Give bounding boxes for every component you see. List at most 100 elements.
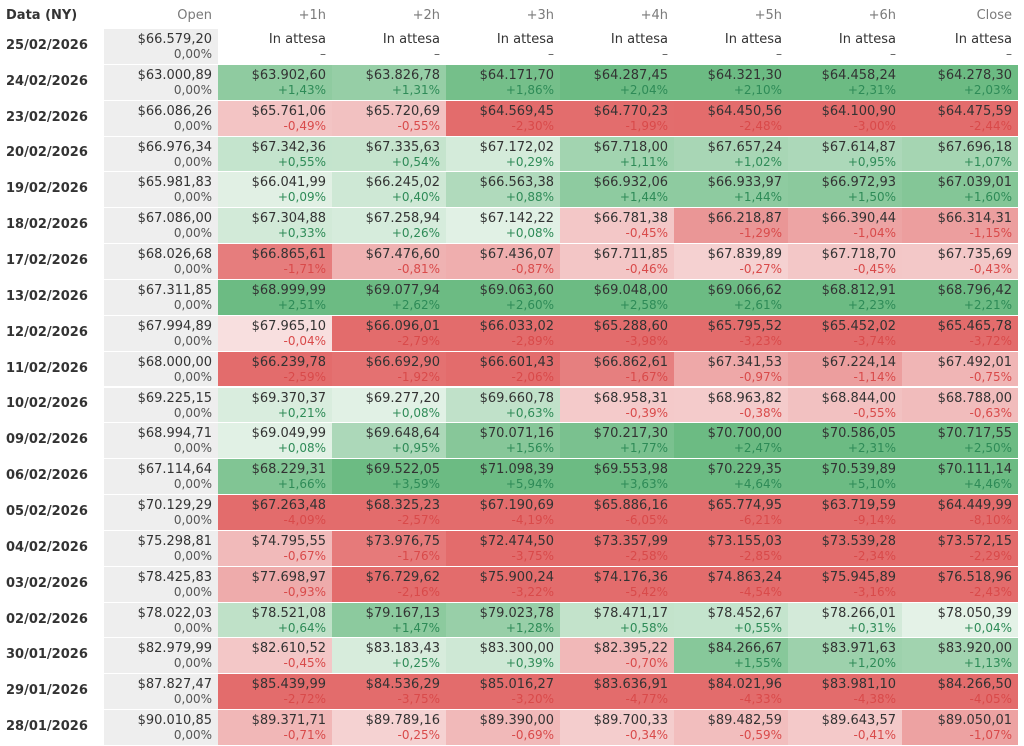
hour-cell: $67.436,07 -0,87%: [446, 244, 560, 279]
cell-price: $68.844,00: [821, 390, 896, 406]
row-date: 10/02/2026: [6, 396, 88, 412]
cell-change: +1,47%: [391, 620, 440, 635]
cell-change: +0,26%: [391, 226, 440, 241]
cell-price: $67.263,48: [251, 498, 326, 514]
cell-change: -6,05%: [625, 513, 668, 528]
hour-cell: $63.719,59 -9,14%: [788, 495, 902, 530]
hour-cell: $69.048,00 +2,58%: [560, 279, 674, 315]
table-row: 04/02/2026 $75.298,81 0,00% $74.795,55 -0,67…: [0, 530, 1024, 566]
cell-change: +1,86%: [505, 82, 554, 97]
cell-price: $65.981,83: [137, 175, 212, 191]
cell-price: $69.522,05: [365, 462, 440, 478]
table-row: 06/02/2026 $67.114,64 0,00% $68.229,31 +1,66…: [0, 458, 1024, 495]
cell-price: $70.700,00: [707, 426, 782, 442]
cell-price: $67.172,02: [479, 139, 554, 155]
open-cell: $66.976,34 0,00%: [104, 136, 218, 172]
cell-price: $69.225,15: [137, 390, 212, 406]
hour-cell: $64.100,90 -3,00%: [788, 100, 902, 136]
cell-change: -9,14%: [853, 513, 896, 528]
cell-change: 0,00%: [173, 226, 212, 241]
cell-price: $89.789,16: [365, 713, 440, 729]
cell-price: $70.229,35: [707, 462, 782, 478]
hour-cell: $66.862,61 -1,67%: [560, 351, 674, 387]
table-row: 25/02/2026 $66.579,20 0,00% In attesa – In at…: [0, 28, 1024, 64]
cell-change: +1,07%: [963, 154, 1012, 169]
cell-price: $67.436,07: [479, 247, 554, 263]
open-cell: $75.298,81 0,00%: [104, 530, 218, 566]
hour-cell: $66.601,43 -2,06%: [446, 351, 560, 387]
cell-price: $89.643,57: [821, 713, 896, 729]
cell-price: $67.142,22: [479, 211, 554, 227]
cell-change: -3,23%: [739, 333, 782, 348]
cell-change: 0,00%: [173, 656, 212, 671]
cell-price: $82.979,99: [137, 641, 212, 657]
hour-cell: $71.098,39 +5,94%: [446, 459, 560, 495]
cell-price: $69.553,98: [593, 462, 668, 478]
cell-price: $68.796,42: [937, 282, 1012, 298]
row-date: 29/01/2026: [6, 683, 88, 699]
cell-change: -0,75%: [969, 369, 1012, 384]
cell-change: 0,00%: [173, 441, 212, 456]
hour-cell: $89.482,59 -0,59%: [674, 710, 788, 745]
cell-price: $69.077,94: [365, 282, 440, 298]
cell-price: $65.795,52: [707, 318, 782, 334]
cell-change: +0,54%: [391, 154, 440, 169]
cell-price: $83.636,91: [593, 677, 668, 693]
cell-change: -2,30%: [511, 118, 554, 133]
row-date: 03/02/2026: [6, 575, 88, 591]
hour-cell: $74.176,36 -5,42%: [560, 566, 674, 602]
cell-price: $66.692,90: [365, 354, 440, 370]
hour-cell: $69.066,62 +2,61%: [674, 279, 788, 315]
cell-change: 0,00%: [173, 692, 212, 707]
cell-price: $64.171,70: [479, 67, 554, 83]
cell-change: +2,51%: [277, 297, 326, 312]
open-cell: $68.000,00 0,00%: [104, 351, 218, 387]
hour-cell: $70.071,16 +1,56%: [446, 423, 560, 459]
cell-change: 0,00%: [173, 297, 212, 312]
table-row: 24/02/2026 $63.000,89 0,00% $63.902,60 +1,43…: [0, 64, 1024, 100]
cell-change: -1,67%: [625, 369, 668, 384]
table-row: 02/02/2026 $78.022,03 0,00% $78.521,08 +0,64…: [0, 602, 1024, 638]
hour-cell: $78.452,67 +0,55%: [674, 602, 788, 638]
hour-cell: $64.770,23 -1,99%: [560, 100, 674, 136]
cell-change: –: [662, 47, 668, 61]
hour-cell: $73.572,15 -2,29%: [902, 530, 1018, 566]
hour-cell: $66.239,78 -2,59%: [218, 351, 332, 387]
hour-cell: $67.718,70 -0,45%: [788, 244, 902, 279]
cell-change: -3,16%: [853, 584, 896, 599]
cell-price: $79.167,13: [365, 605, 440, 621]
cell-change: +1,56%: [505, 441, 554, 456]
cell-change: +0,39%: [505, 656, 554, 671]
cell-price: $65.774,95: [707, 498, 782, 514]
cell-price: $66.041,99: [251, 175, 326, 191]
cell-price: $67.039,01: [937, 175, 1012, 191]
cell-change: –: [776, 47, 782, 61]
cell-change: -2,16%: [397, 584, 440, 599]
cell-price: $63.719,59: [821, 498, 896, 514]
cell-price: $70.539,89: [821, 462, 896, 478]
cell-price: $67.718,00: [593, 139, 668, 155]
hour-cell: $69.277,20 +0,08%: [332, 387, 446, 423]
cell-price: In attesa: [838, 32, 896, 47]
hour-cell: In attesa –: [218, 29, 332, 64]
open-cell: $67.311,85 0,00%: [104, 279, 218, 315]
hour-cell: In attesa –: [560, 29, 674, 64]
hour-cell: $70.717,55 +2,50%: [902, 423, 1018, 459]
cell-price: $69.063,60: [479, 282, 554, 298]
cell-change: -3,72%: [969, 333, 1012, 348]
cell-change: +2,58%: [619, 297, 668, 312]
hour-cell: $67.735,69 -0,43%: [902, 244, 1018, 279]
hour-cell: $70.539,89 +5,10%: [788, 459, 902, 495]
cell-change: +1,77%: [619, 441, 668, 456]
cell-change: +1,44%: [733, 190, 782, 205]
cell-price: $90.010,85: [137, 713, 212, 729]
cell-change: +4,46%: [963, 477, 1012, 492]
cell-price: $67.965,10: [251, 318, 326, 334]
hour-cell: $66.041,99 +0,09%: [218, 172, 332, 208]
cell-price: $78.452,67: [707, 605, 782, 621]
hour-cell: $89.371,71 -0,71%: [218, 710, 332, 745]
cell-change: +0,58%: [619, 620, 668, 635]
cell-price: $83.981,10: [821, 677, 896, 693]
cell-change: +1,66%: [277, 477, 326, 492]
cell-change: -3,00%: [853, 118, 896, 133]
